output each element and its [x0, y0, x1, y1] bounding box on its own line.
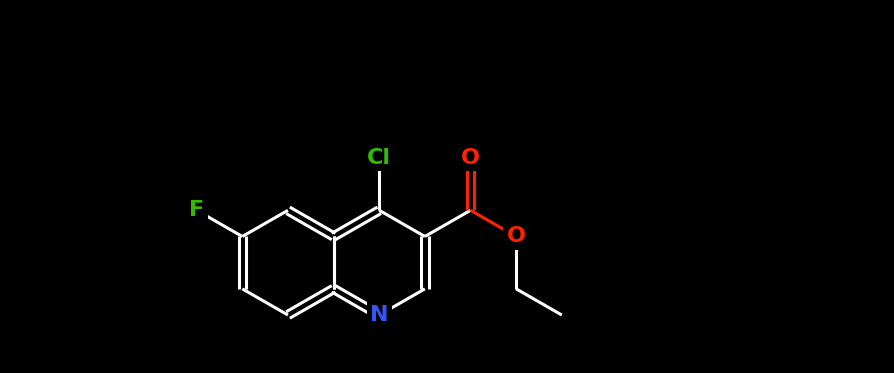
Text: O: O [506, 226, 525, 247]
Text: O: O [460, 148, 479, 168]
Text: N: N [369, 305, 388, 325]
Text: F: F [189, 200, 204, 220]
Text: Cl: Cl [367, 148, 391, 168]
